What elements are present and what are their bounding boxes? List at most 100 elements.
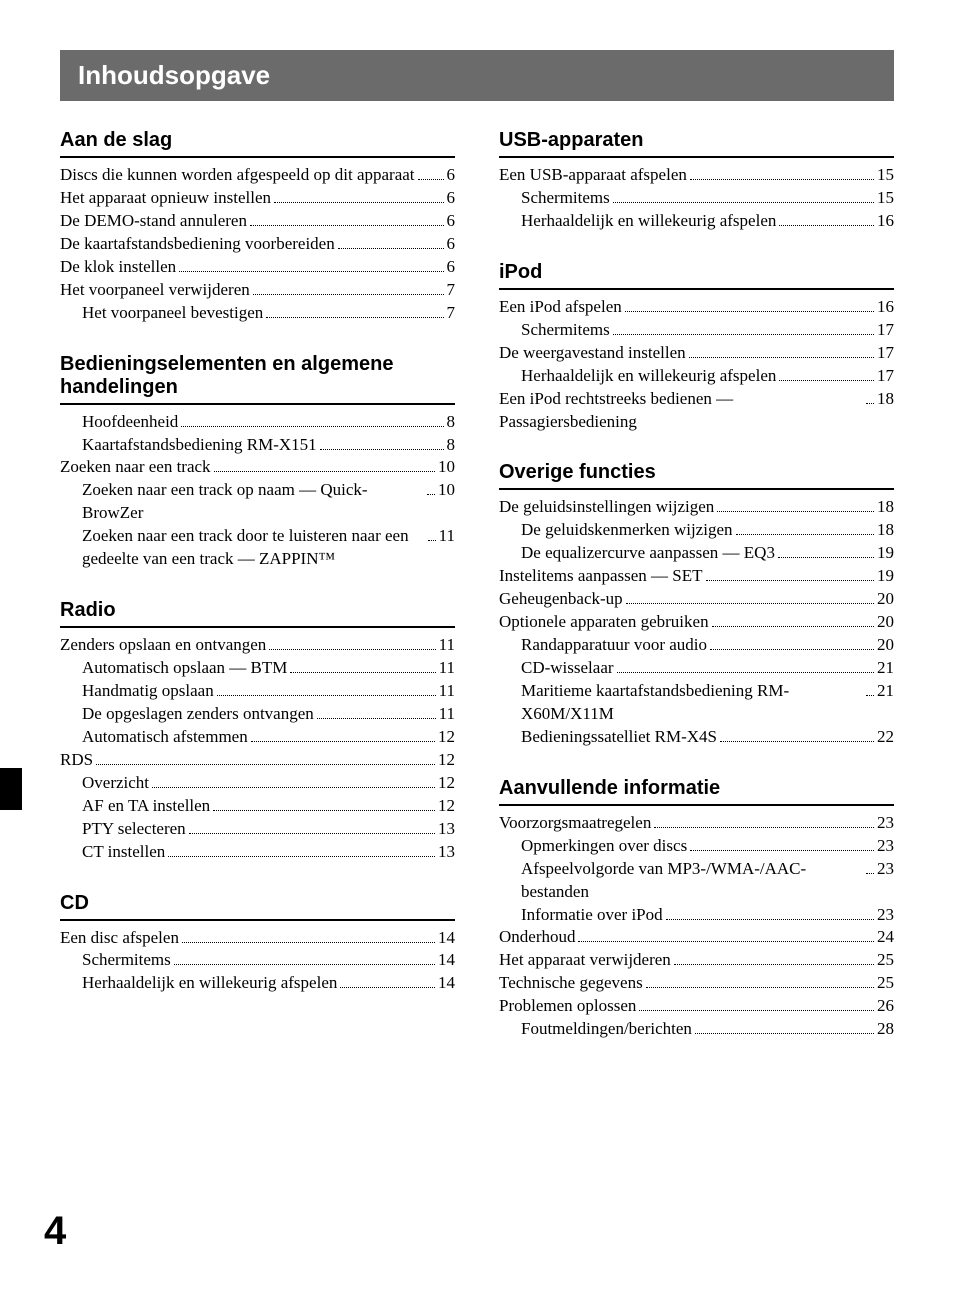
toc-entry-label: Schermitems: [521, 187, 610, 210]
toc-leader-dots: [182, 927, 435, 942]
toc-entry[interactable]: De weergavestand instellen17: [499, 342, 894, 365]
toc-leader-dots: [174, 950, 435, 965]
toc-entry[interactable]: Voorzorgsmaatregelen23: [499, 812, 894, 835]
toc-entry-label: Automatisch opslaan — BTM: [82, 657, 287, 680]
toc-entry[interactable]: Het voorpaneel bevestigen7: [60, 302, 455, 325]
toc-entry-label: AF en TA instellen: [82, 795, 210, 818]
toc-entry-label: De kaartafstandsbediening voorbereiden: [60, 233, 335, 256]
toc-entry-page: 12: [438, 726, 455, 749]
toc-entry[interactable]: Overzicht12: [60, 772, 455, 795]
toc-entry[interactable]: Automatisch afstemmen12: [60, 726, 455, 749]
toc-leader-dots: [266, 302, 443, 317]
toc-entry[interactable]: Zoeken naar een track op naam — Quick-Br…: [60, 479, 455, 525]
title-bar: Inhoudsopgave: [60, 50, 894, 101]
toc-entry[interactable]: Zoeken naar een track door te luisteren …: [60, 525, 455, 571]
toc-entry[interactable]: Hoofdeenheid8: [60, 411, 455, 434]
toc-entry-page: 18: [877, 496, 894, 519]
toc-leader-dots: [710, 635, 874, 650]
toc-leader-dots: [290, 658, 435, 673]
toc-entry[interactable]: Onderhoud24: [499, 926, 894, 949]
toc-entry-page: 24: [877, 926, 894, 949]
toc-entry[interactable]: Zoeken naar een track10: [60, 456, 455, 479]
toc-leader-dots: [613, 188, 874, 203]
toc-entry-page: 15: [877, 164, 894, 187]
toc-entry-page: 19: [877, 565, 894, 588]
toc-leader-dots: [866, 681, 874, 696]
toc-leader-dots: [578, 927, 874, 942]
toc-entry[interactable]: Technische gegevens25: [499, 972, 894, 995]
toc-entry[interactable]: Een iPod rechtstreeks bedienen — Passagi…: [499, 388, 894, 434]
toc-entry[interactable]: Het apparaat verwijderen25: [499, 949, 894, 972]
toc-entry-label: Foutmeldingen/berichten: [521, 1018, 692, 1041]
toc-entry[interactable]: Informatie over iPod23: [499, 904, 894, 927]
toc-entry[interactable]: Schermitems17: [499, 319, 894, 342]
toc-entry[interactable]: Geheugenback-up20: [499, 588, 894, 611]
page-title: Inhoudsopgave: [78, 60, 876, 91]
toc-entry[interactable]: De geluidsinstellingen wijzigen18: [499, 496, 894, 519]
toc-leader-dots: [96, 750, 435, 765]
toc-leader-dots: [320, 434, 444, 449]
toc-entry-page: 17: [877, 365, 894, 388]
toc-entry[interactable]: Het voorpaneel verwijderen7: [60, 279, 455, 302]
toc-entry-label: Opmerkingen over discs: [521, 835, 687, 858]
toc-leader-dots: [427, 480, 435, 495]
toc-entry-page: 6: [447, 187, 456, 210]
toc-entry[interactable]: Instelitems aanpassen — SET19: [499, 565, 894, 588]
toc-entry-page: 6: [447, 164, 456, 187]
toc-entry[interactable]: Herhaaldelijk en willekeurig afspelen17: [499, 365, 894, 388]
toc-entry[interactable]: Herhaaldelijk en willekeurig afspelen16: [499, 210, 894, 233]
toc-entry[interactable]: Opmerkingen over discs23: [499, 835, 894, 858]
toc-entry[interactable]: AF en TA instellen12: [60, 795, 455, 818]
toc-leader-dots: [179, 256, 443, 271]
toc-entry-page: 12: [438, 772, 455, 795]
toc-entry[interactable]: De opgeslagen zenders ontvangen11: [60, 703, 455, 726]
toc-entry-page: 7: [447, 279, 456, 302]
section-heading: iPod: [499, 261, 894, 290]
toc-entry[interactable]: Het apparaat opnieuw instellen 6: [60, 187, 455, 210]
toc-entry[interactable]: PTY selecteren13: [60, 818, 455, 841]
toc-entry[interactable]: Een iPod afspelen16: [499, 296, 894, 319]
section-heading: USB-apparaten: [499, 129, 894, 158]
toc-entry[interactable]: Handmatig opslaan11: [60, 680, 455, 703]
toc-entry[interactable]: Afspeelvolgorde van MP3-/WMA-/AAC-bestan…: [499, 858, 894, 904]
toc-entry[interactable]: Automatisch opslaan — BTM11: [60, 657, 455, 680]
section-heading: Radio: [60, 599, 455, 628]
toc-block: Een disc afspelen14Schermitems14Herhaald…: [60, 927, 455, 996]
toc-entry[interactable]: De equalizercurve aanpassen — EQ319: [499, 542, 894, 565]
toc-entry[interactable]: Problemen oplossen26: [499, 995, 894, 1018]
toc-entry[interactable]: Herhaaldelijk en willekeurig afspelen14: [60, 972, 455, 995]
toc-entry-page: 16: [877, 210, 894, 233]
toc-entry[interactable]: Optionele apparaten gebruiken20: [499, 611, 894, 634]
toc-entry[interactable]: Kaartafstandsbediening RM-X1518: [60, 434, 455, 457]
toc-entry[interactable]: Een disc afspelen14: [60, 927, 455, 950]
toc-entry[interactable]: Discs die kunnen worden afgespeeld op di…: [60, 164, 455, 187]
toc-leader-dots: [168, 841, 435, 856]
toc-entry-page: 12: [438, 749, 455, 772]
toc-entry[interactable]: Een USB-apparaat afspelen15: [499, 164, 894, 187]
toc-entry-label: Een iPod rechtstreeks bedienen — Passagi…: [499, 388, 863, 434]
toc-entry[interactable]: De kaartafstandsbediening voorbereiden6: [60, 233, 455, 256]
toc-entry[interactable]: Randapparatuur voor audio20: [499, 634, 894, 657]
toc-entry-page: 26: [877, 995, 894, 1018]
toc-entry[interactable]: Schermitems15: [499, 187, 894, 210]
toc-entry[interactable]: CD-wisselaar21: [499, 657, 894, 680]
toc-entry-page: 28: [877, 1018, 894, 1041]
toc-entry-label: Het apparaat opnieuw instellen: [60, 187, 271, 210]
toc-entry-page: 6: [447, 210, 456, 233]
toc-entry[interactable]: CT instellen13: [60, 841, 455, 864]
toc-entry[interactable]: Maritieme kaartafstandsbediening RM-X60M…: [499, 680, 894, 726]
toc-entry-page: 10: [438, 479, 455, 502]
toc-entry[interactable]: RDS12: [60, 749, 455, 772]
toc-entry[interactable]: De geluidskenmerken wijzigen18: [499, 519, 894, 542]
toc-entry-page: 22: [877, 726, 894, 749]
toc-leader-dots: [428, 526, 436, 541]
toc-entry[interactable]: De DEMO-stand annuleren6: [60, 210, 455, 233]
toc-entry-label: Technische gegevens: [499, 972, 643, 995]
toc-entry[interactable]: Foutmeldingen/berichten 28: [499, 1018, 894, 1041]
toc-leader-dots: [695, 1019, 874, 1034]
toc-entry[interactable]: Schermitems14: [60, 949, 455, 972]
toc-entry-page: 19: [877, 542, 894, 565]
toc-entry[interactable]: De klok instellen6: [60, 256, 455, 279]
toc-entry[interactable]: Zenders opslaan en ontvangen11: [60, 634, 455, 657]
toc-entry[interactable]: Bedieningssatelliet RM-X4S22: [499, 726, 894, 749]
